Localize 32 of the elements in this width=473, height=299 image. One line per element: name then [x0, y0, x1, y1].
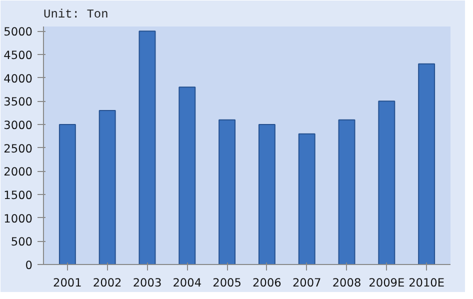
x-tick-label: 2009E — [368, 276, 405, 290]
bar — [298, 133, 316, 264]
bar — [58, 124, 76, 264]
bar — [378, 100, 396, 264]
y-tick-label: 4000 — [4, 71, 33, 86]
bar — [218, 119, 236, 264]
x-tick-label: 2004 — [172, 276, 202, 290]
bar — [258, 124, 276, 264]
bar — [418, 63, 436, 264]
y-tick-label: 3000 — [4, 118, 33, 132]
bar — [98, 110, 116, 264]
x-tick-label: 2010E — [408, 276, 445, 290]
bar — [138, 30, 156, 264]
bar — [178, 86, 196, 264]
x-tick-label: 2007 — [292, 276, 322, 290]
x-tick-label: 2008 — [332, 276, 362, 290]
bar — [338, 119, 356, 264]
y-tick-label: 4500 — [4, 48, 33, 62]
y-tick-label: 2000 — [4, 164, 33, 179]
y-tick-label: 2500 — [4, 141, 33, 156]
x-tick-label: 2003 — [132, 276, 162, 290]
y-tick-label: 3500 — [4, 94, 33, 109]
chart-title: Unit: Ton — [44, 8, 108, 22]
y-tick-label: 0 — [25, 258, 33, 272]
y-tick-label: 500 — [10, 234, 33, 249]
x-tick-label: 2002 — [92, 276, 122, 290]
x-tick-label: 2001 — [53, 276, 82, 290]
y-tick-label: 5000 — [4, 24, 33, 39]
x-tick-label: 2006 — [252, 276, 282, 290]
x-tick-label: 2005 — [212, 276, 242, 290]
y-tick-label: 1500 — [4, 188, 33, 202]
y-tick-label: 1000 — [4, 211, 33, 226]
